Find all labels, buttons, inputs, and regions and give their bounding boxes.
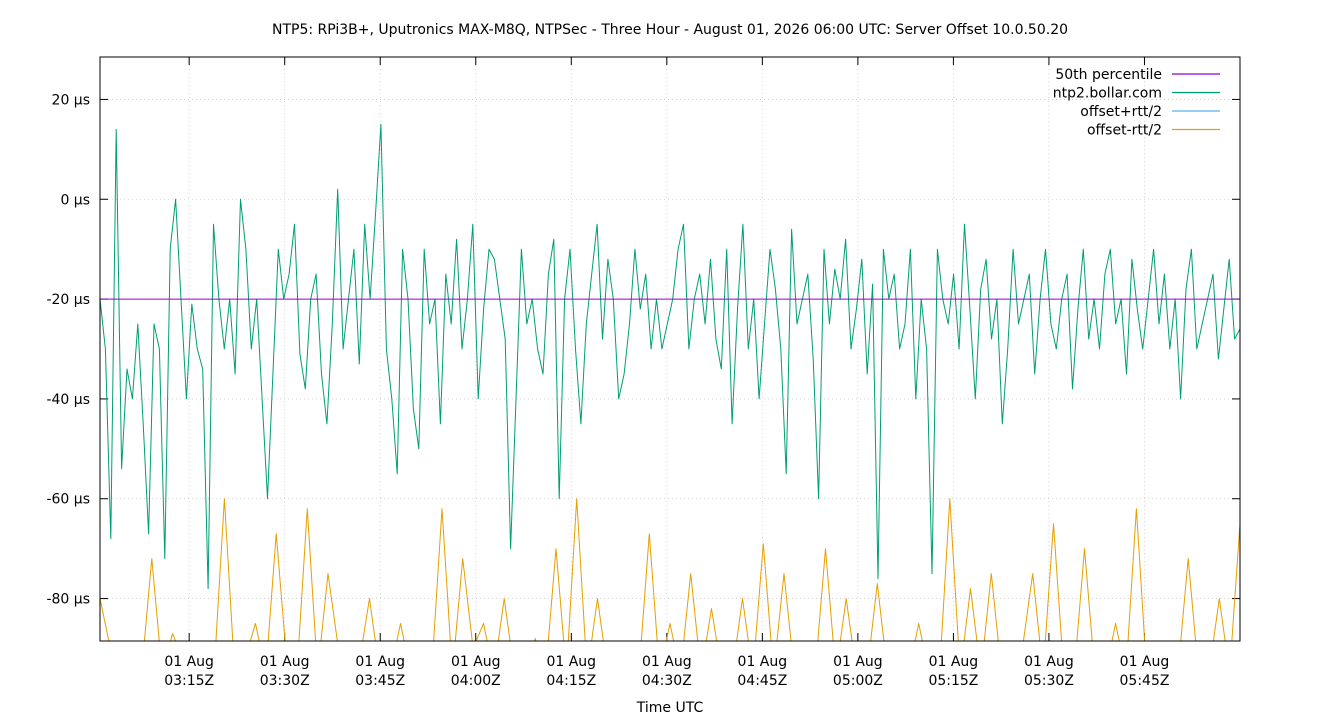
x-tick-label-time: 04:30Z <box>642 673 692 689</box>
x-tick-label-time: 03:45Z <box>355 673 405 689</box>
x-tick-label-time: 04:00Z <box>451 673 501 689</box>
y-axis-tick-labels: 20 µs 0 µs -20 µs -40 µs -60 µs -80 µs <box>46 92 90 607</box>
x-tick-label-time: 05:30Z <box>1024 673 1074 689</box>
y-tick-label: -40 µs <box>46 392 90 408</box>
x-tick-label-date: 01 Aug <box>642 654 692 670</box>
series-ntp2-bollar-com <box>100 123 1240 590</box>
y-tick-label: -60 µs <box>46 492 90 508</box>
legend-label: ntp2.bollar.com <box>1053 86 1162 102</box>
grid-lines <box>100 57 1240 641</box>
y-tick-label: -80 µs <box>46 592 90 608</box>
y-tick-label: 20 µs <box>52 92 90 108</box>
x-tick-label-time: 04:45Z <box>737 673 787 689</box>
x-tick-label-time: 04:15Z <box>546 673 596 689</box>
series-offset-minus-rtt-half <box>100 498 1240 641</box>
chart-title: NTP5: RPi3B+, Uputronics MAX-M8Q, NTPSec… <box>272 22 1068 38</box>
x-tick-label-date: 01 Aug <box>929 654 979 670</box>
plot-border <box>99 56 1241 642</box>
x-tick-label-date: 01 Aug <box>164 654 214 670</box>
y-tick-label: -20 µs <box>46 292 90 308</box>
legend-label: offset-rtt/2 <box>1087 123 1162 139</box>
x-axis-label: Time UTC <box>636 700 704 716</box>
x-tick-label-time: 05:45Z <box>1120 673 1170 689</box>
x-tick-label-date: 01 Aug <box>355 654 405 670</box>
x-tick-label-time: 03:15Z <box>164 673 214 689</box>
legend-label: offset+rtt/2 <box>1080 104 1162 120</box>
x-tick-label-date: 01 Aug <box>1120 654 1170 670</box>
y-tick-label: 0 µs <box>60 192 90 208</box>
x-tick-label-date: 01 Aug <box>1024 654 1074 670</box>
x-tick-label-date: 01 Aug <box>738 654 788 670</box>
x-tick-label-date: 01 Aug <box>833 654 883 670</box>
legend: 50th percentile ntp2.bollar.com offset+rtt… <box>1053 67 1220 139</box>
series-layer <box>100 123 1240 641</box>
x-tick-label-date: 01 Aug <box>260 654 310 670</box>
legend-label: 50th percentile <box>1055 67 1162 83</box>
x-tick-label-time: 05:15Z <box>928 673 978 689</box>
x-tick-label-time: 03:30Z <box>260 673 310 689</box>
x-axis-tick-labels: 01 Aug 03:15Z 01 Aug 03:30Z 01 Aug 03:45Z 01 A… <box>164 654 1169 689</box>
x-tick-label-date: 01 Aug <box>451 654 501 670</box>
x-tick-label-date: 01 Aug <box>546 654 596 670</box>
x-tick-label-time: 05:00Z <box>833 673 883 689</box>
